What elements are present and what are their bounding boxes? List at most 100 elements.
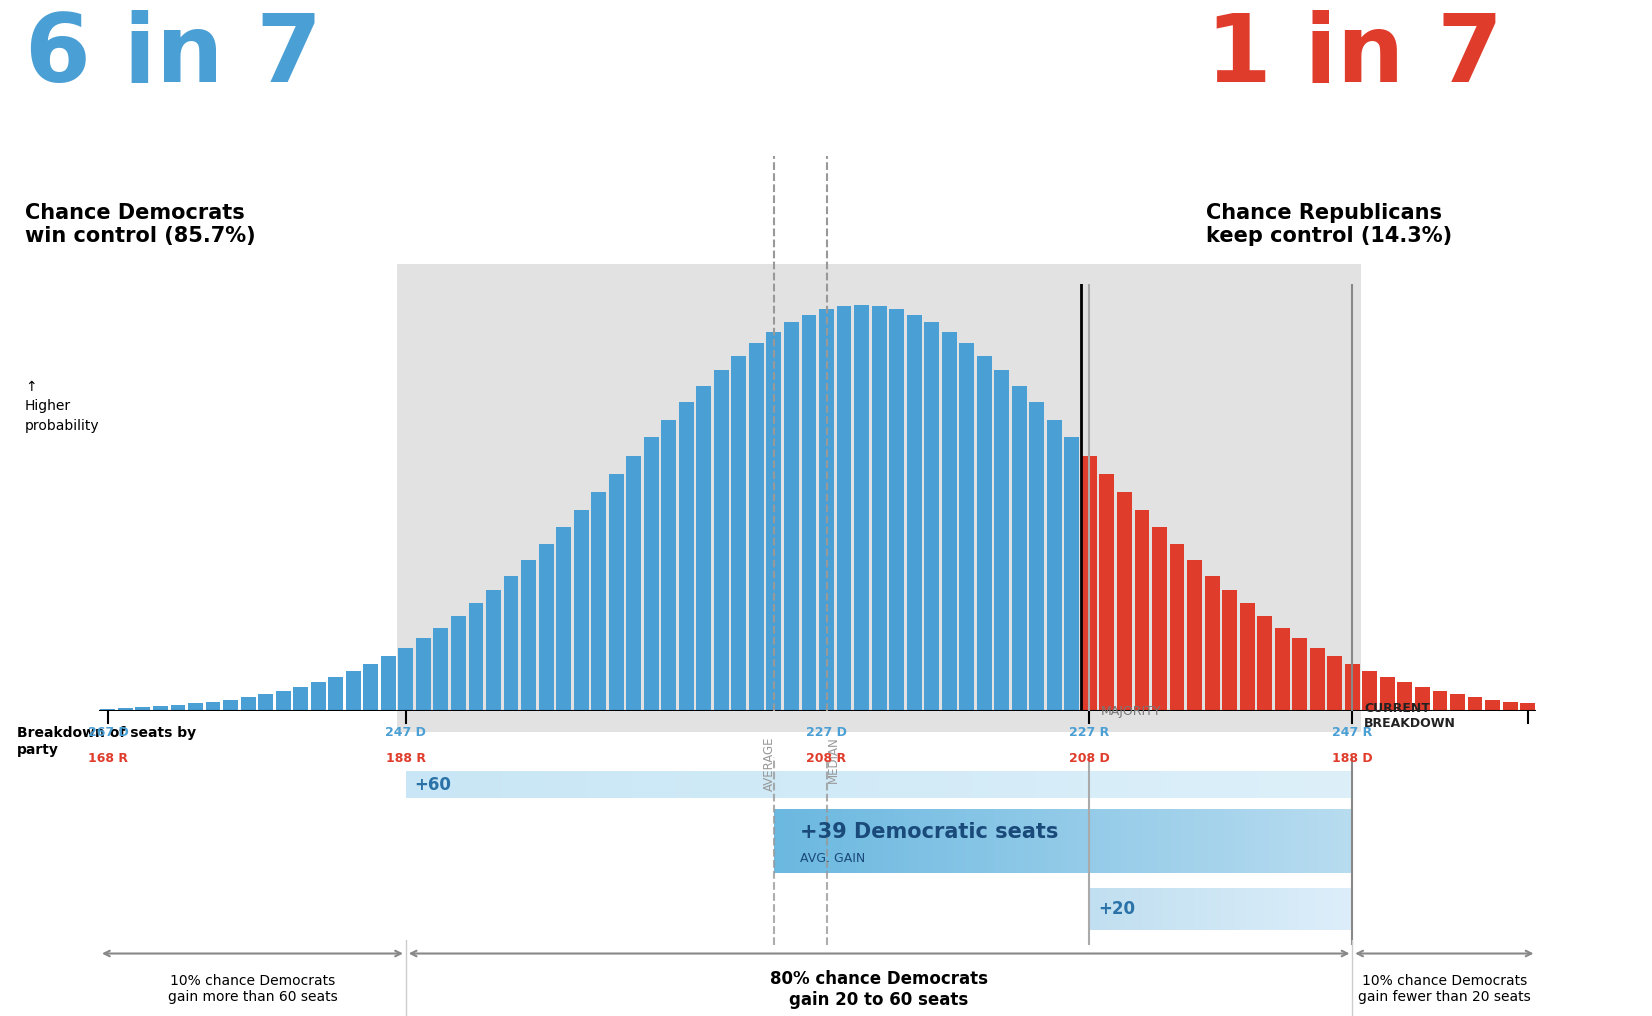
Bar [539,545,553,711]
Bar [801,315,816,711]
Bar [889,309,904,711]
Bar [819,309,834,711]
Text: 80% chance Democrats
gain 20 to 60 seats: 80% chance Democrats gain 20 to 60 seats [770,970,988,1009]
Bar [117,708,132,711]
Bar [1467,697,1482,711]
Bar [1520,703,1535,711]
Text: AVG. GAIN: AVG. GAIN [800,852,866,865]
Text: 227 R: 227 R [1069,726,1110,740]
Bar [486,590,501,711]
Bar [1064,438,1079,711]
Text: +60: +60 [415,776,451,795]
Bar [836,306,851,711]
Bar [520,560,535,711]
Text: 168 R: 168 R [88,752,127,765]
Bar [557,527,572,711]
Text: Chance Democrats
win control (85.7%): Chance Democrats win control (85.7%) [25,203,256,247]
Bar [1345,663,1360,711]
Bar [907,315,922,711]
Text: 1 in 7: 1 in 7 [1206,10,1503,103]
Bar [1151,527,1166,711]
Bar [1170,545,1184,711]
Text: 6 in 7: 6 in 7 [25,10,322,103]
Bar [469,604,484,711]
Bar [258,694,273,711]
Bar [1117,492,1132,711]
Bar [396,264,1361,732]
Bar [1013,386,1028,711]
Bar [644,438,659,711]
Text: +20: +20 [1099,900,1135,918]
Text: 208 R: 208 R [806,752,846,765]
Bar [1379,677,1394,711]
Text: Chance Republicans
keep control (14.3%): Chance Republicans keep control (14.3%) [1206,203,1452,247]
Text: 247 D: 247 D [385,726,426,740]
Bar [714,370,729,711]
Bar [1292,638,1307,711]
Bar [223,700,238,711]
Bar [872,306,887,711]
Bar [1135,510,1150,711]
Bar [1257,616,1272,711]
Bar [433,628,448,711]
Bar [154,706,169,711]
Bar [382,656,396,711]
Text: ↑
Higher
probability: ↑ Higher probability [25,380,99,433]
Bar [591,492,606,711]
Bar [1082,455,1097,711]
Bar [732,356,747,711]
Bar [573,510,588,711]
Text: +39 Democratic seats: +39 Democratic seats [800,822,1059,842]
Bar [1398,682,1412,711]
Text: 188 R: 188 R [387,752,426,765]
Text: MAJORITY: MAJORITY [1100,705,1161,717]
Bar [1204,576,1219,711]
Bar [241,697,256,711]
Bar [1503,702,1518,711]
Bar [188,703,203,711]
Bar [679,402,694,711]
Bar [942,332,957,711]
Bar [748,343,763,711]
Bar [363,663,378,711]
Text: 227 D: 227 D [806,726,847,740]
Bar [504,576,519,711]
Bar [626,455,641,711]
Bar [854,305,869,711]
Bar [416,638,431,711]
Bar [767,332,781,711]
Bar [294,687,309,711]
Bar [1239,604,1254,711]
Text: 247 R: 247 R [1332,726,1373,740]
Bar [276,691,291,711]
Bar [1327,656,1341,711]
Bar [1188,560,1203,711]
Bar [1363,671,1378,711]
Bar [1416,687,1431,711]
Bar [1275,628,1290,711]
Bar [697,386,712,711]
Bar [995,370,1009,711]
Bar [101,708,116,711]
Bar [960,343,975,711]
Text: 10% chance Democrats
gain more than 60 seats: 10% chance Democrats gain more than 60 s… [167,974,337,1005]
Bar [345,671,360,711]
Text: 10% chance Democrats
gain fewer than 20 seats: 10% chance Democrats gain fewer than 20 … [1358,974,1531,1005]
Text: CURRENT
BREAKDOWN: CURRENT BREAKDOWN [1365,702,1455,731]
Bar [1450,694,1465,711]
Text: Breakdown of seats by
party: Breakdown of seats by party [17,726,195,757]
Bar [1047,420,1062,711]
Text: 188 D: 188 D [1332,752,1373,765]
Bar [1310,647,1325,711]
Bar [661,420,676,711]
Bar [451,616,466,711]
Bar [1485,700,1500,711]
Text: MEDIAN: MEDIAN [826,737,839,783]
Bar [170,705,185,711]
Bar [1100,473,1115,711]
Bar [785,322,800,711]
Bar [329,677,344,711]
Bar [923,322,938,711]
Bar [1432,691,1447,711]
Bar [1029,402,1044,711]
